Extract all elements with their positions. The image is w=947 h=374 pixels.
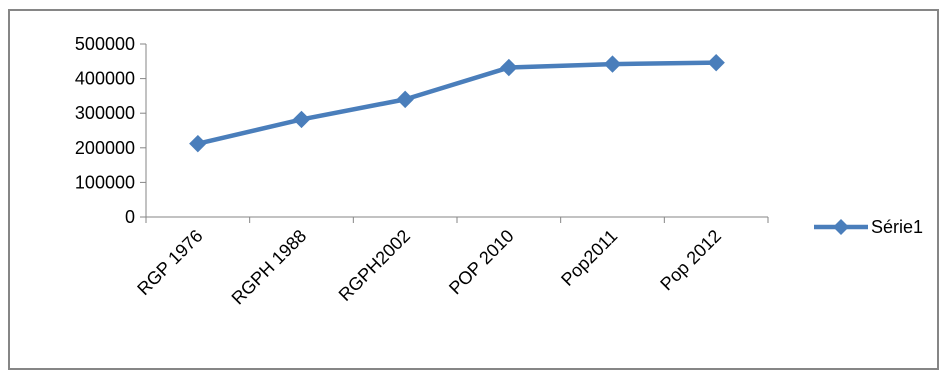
- y-tick-label: 400000: [75, 69, 135, 89]
- x-category-label: RGP 1976: [133, 226, 206, 299]
- y-tick-label: 100000: [75, 172, 135, 192]
- x-axis: RGP 1976 RGPH 1988 RGPH2002 POP 2010 Pop2011…: [133, 216, 769, 309]
- data-point-marker: [500, 58, 518, 77]
- y-tick-label: 500000: [75, 34, 135, 54]
- x-category-label: Pop 2012: [656, 226, 725, 295]
- legend-marker: [833, 219, 849, 235]
- chart-area: [8, 9, 939, 370]
- data-point-marker: [189, 134, 207, 153]
- y-tick-label: 0: [125, 207, 135, 227]
- series-layer: [189, 53, 725, 153]
- x-category-label: RGPH 1988: [228, 226, 311, 309]
- data-point-marker: [292, 110, 311, 129]
- y-tick-label: 200000: [75, 138, 135, 158]
- y-axis: 0 100000 200000 300000 400000 500000: [75, 34, 147, 227]
- data-point-marker: [396, 90, 414, 109]
- x-category-label: POP 2010: [445, 226, 518, 299]
- data-point-marker: [603, 55, 622, 73]
- legend-label: Série1: [871, 217, 923, 237]
- series-line: [197, 60, 717, 146]
- data-point-marker: [707, 53, 725, 72]
- x-category-label: RGPH2002: [335, 226, 414, 305]
- legend: Série1: [814, 217, 923, 237]
- x-category-label: Pop2011: [557, 226, 621, 290]
- y-tick-label: 300000: [75, 103, 135, 123]
